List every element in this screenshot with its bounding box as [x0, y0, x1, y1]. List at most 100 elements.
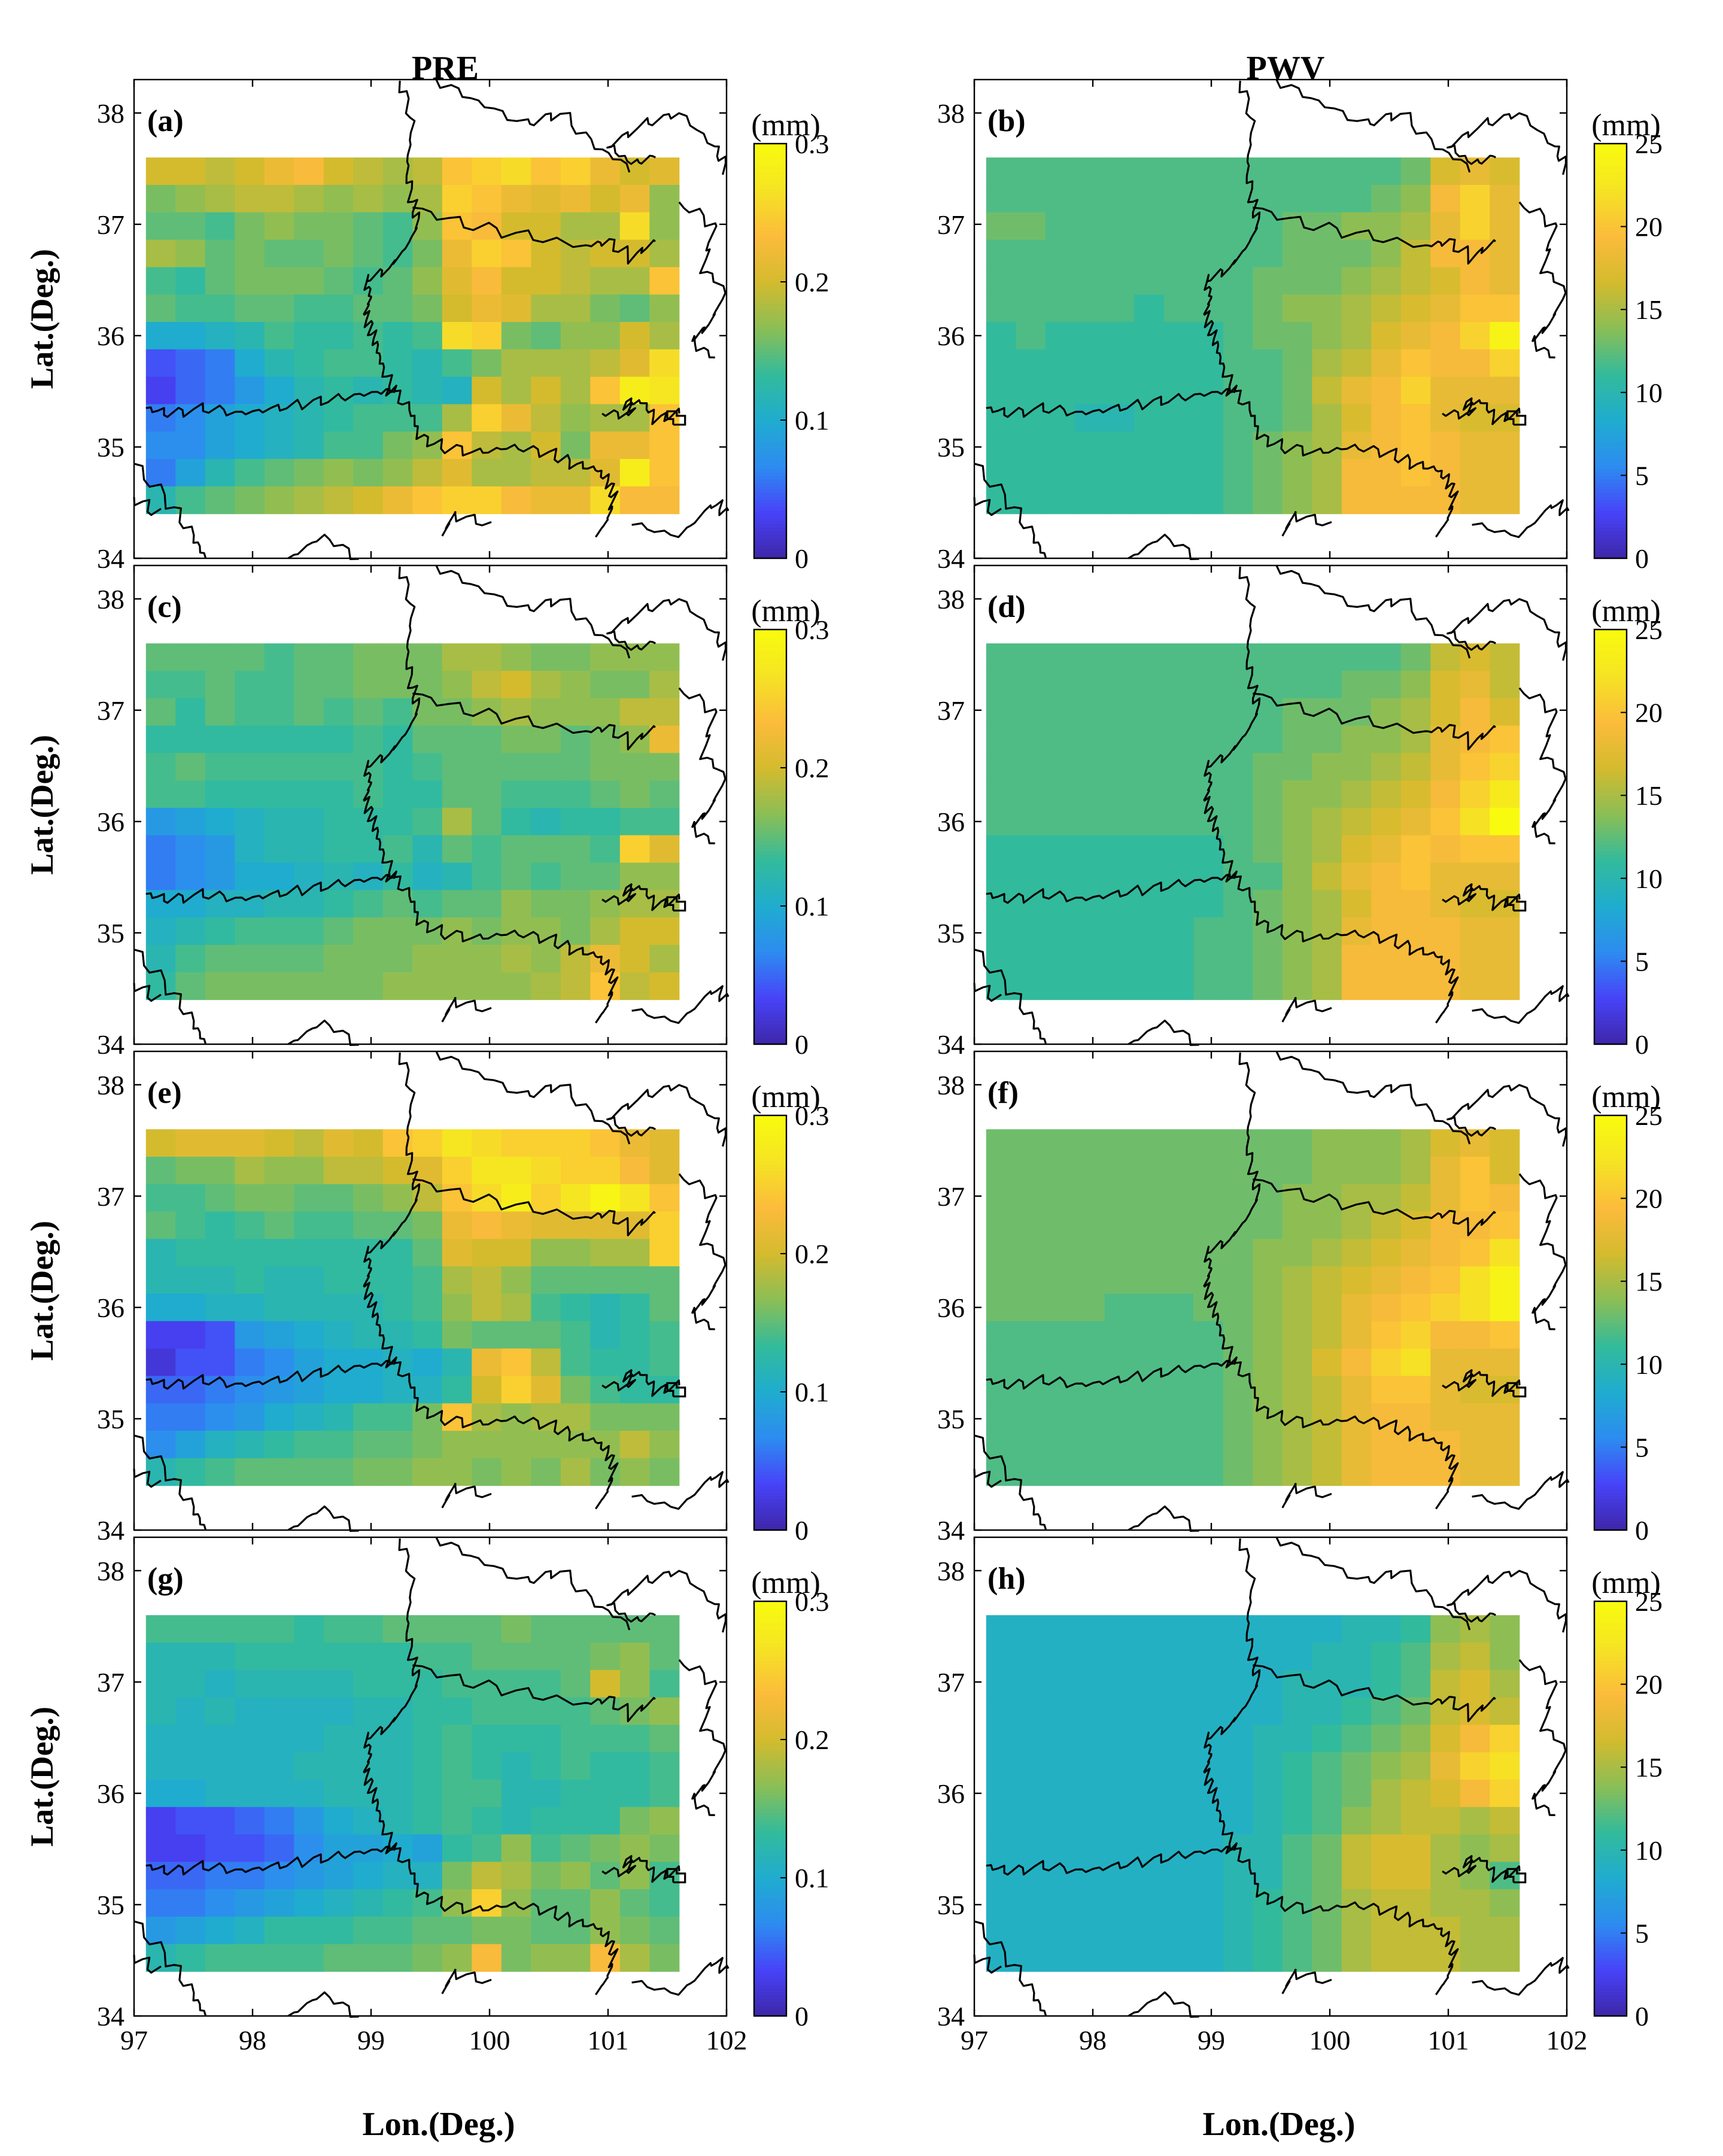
y-axis-label: Lat.(Deg.): [24, 735, 60, 875]
heatmap-cell: [1430, 1321, 1461, 1349]
heatmap-cell: [294, 1294, 324, 1322]
colorbar-segment: [754, 1409, 786, 1413]
colorbar-segment: [1594, 306, 1627, 310]
heatmap-cell: [1193, 1917, 1224, 1945]
heatmap-cell: [264, 698, 294, 726]
heatmap-cell: [619, 294, 650, 323]
colorbar-segment: [754, 302, 786, 307]
heatmap-cell: [323, 753, 354, 781]
heatmap-cell: [1104, 835, 1135, 863]
boundary-line: [1275, 79, 1471, 173]
y-tick-label: 35: [937, 918, 965, 948]
heatmap-cell: [1016, 1725, 1046, 1753]
heatmap-cell: [472, 1157, 502, 1185]
colorbar-segment: [1594, 247, 1627, 251]
colorbar-segment: [754, 1333, 786, 1337]
colorbar-segment: [754, 740, 786, 744]
heatmap-cell: [1282, 1458, 1312, 1486]
heatmap-cell: [619, 1780, 650, 1808]
heatmap-cell: [175, 1184, 206, 1212]
heatmap-cell: [1430, 267, 1461, 295]
colorbar-segment: [754, 1299, 786, 1303]
colorbar-segment: [1594, 1784, 1627, 1789]
boundary-line: [1447, 598, 1567, 661]
colorbar-segment: [1594, 267, 1627, 272]
colorbar-segment: [754, 226, 786, 231]
heatmap-cell: [590, 157, 621, 186]
heatmap-cell: [472, 1752, 502, 1780]
heatmap-cell: [1460, 459, 1490, 487]
heatmap-cell: [619, 1834, 650, 1862]
colorbar-segment: [1594, 1212, 1627, 1217]
colorbar: [754, 630, 786, 1045]
heatmap-cell: [1163, 1458, 1194, 1486]
heatmap-cell: [1253, 267, 1283, 295]
heatmap-cell: [442, 972, 472, 1001]
colorbar-segment: [1594, 1132, 1627, 1137]
heatmap-cell: [323, 698, 354, 726]
colorbar-segment: [754, 1791, 786, 1796]
colorbar-segment: [754, 420, 786, 424]
heatmap-cell: [1490, 1157, 1520, 1185]
heatmap-cell: [619, 725, 650, 753]
heatmap-cell: [442, 185, 472, 213]
heatmap-cell: [1282, 294, 1312, 323]
boundary-line: [363, 566, 421, 880]
colorbar-segment: [754, 1850, 786, 1854]
colorbar-segment: [1594, 1037, 1627, 1042]
heatmap-cell: [1460, 1643, 1490, 1671]
heatmap-cell: [264, 1431, 294, 1459]
heatmap-cell: [1371, 376, 1402, 405]
colorbar-tick-label: 0.1: [795, 405, 829, 436]
colorbar-segment: [754, 630, 786, 634]
colorbar-segment: [754, 1398, 786, 1403]
colorbar-frame: [753, 142, 788, 559]
heatmap-cell: [1253, 808, 1283, 836]
y-tick-label: 36: [937, 1293, 965, 1323]
colorbar: [754, 1115, 786, 1531]
heatmap-cell: [1163, 1834, 1194, 1862]
boundary-line: [435, 79, 631, 173]
heatmap-cell: [412, 1129, 443, 1157]
heatmap-cell: [205, 431, 235, 460]
colorbar-segment: [754, 1471, 786, 1476]
colorbar-segment: [1594, 292, 1627, 296]
colorbar-segment: [1594, 1170, 1627, 1175]
colorbar-segment: [754, 499, 786, 504]
heatmap-cell: [590, 1129, 621, 1157]
heatmap-cell: [1341, 239, 1372, 267]
colorbar-tick-label: 0.2: [795, 753, 829, 783]
colorbar-segment: [1594, 1229, 1627, 1234]
heatmap-cell: [1075, 643, 1105, 671]
colorbar: [754, 144, 786, 559]
heatmap-cell: [264, 1294, 294, 1322]
heatmap-cell: [590, 917, 621, 945]
heatmap-cell: [264, 725, 294, 753]
heatmap-cell: [1134, 459, 1165, 487]
heatmap-cell: [531, 917, 561, 945]
heatmap-cell: [1490, 1944, 1520, 1972]
colorbar-tick-label: 0: [1635, 2001, 1649, 2032]
heatmap-cell: [264, 1780, 294, 1808]
colorbar-segment: [754, 920, 786, 924]
colorbar-segment: [754, 1184, 786, 1189]
heatmap-cell: [1163, 725, 1194, 753]
heatmap-cell: [205, 1321, 235, 1349]
boundary-line: [1442, 397, 1521, 425]
heatmap-cell: [501, 322, 531, 350]
boundary-line: [133, 948, 206, 1044]
colorbar-segment: [754, 1888, 786, 1892]
colorbar-segment: [754, 1857, 786, 1861]
colorbar-segment: [754, 333, 786, 338]
colorbar-segment: [754, 661, 786, 665]
heatmap-cell: [412, 239, 443, 267]
heatmap-cell: [649, 1807, 680, 1835]
heatmap-cell: [1223, 1944, 1253, 1972]
heatmap-cell: [1223, 890, 1253, 918]
heatmap-cell: [1282, 671, 1312, 699]
heatmap-cell: [353, 1752, 384, 1780]
colorbar-segment: [1594, 1139, 1627, 1144]
heatmap-cell: [353, 1615, 384, 1643]
heatmap-cell: [501, 1917, 531, 1945]
heatmap-cell: [145, 185, 176, 213]
